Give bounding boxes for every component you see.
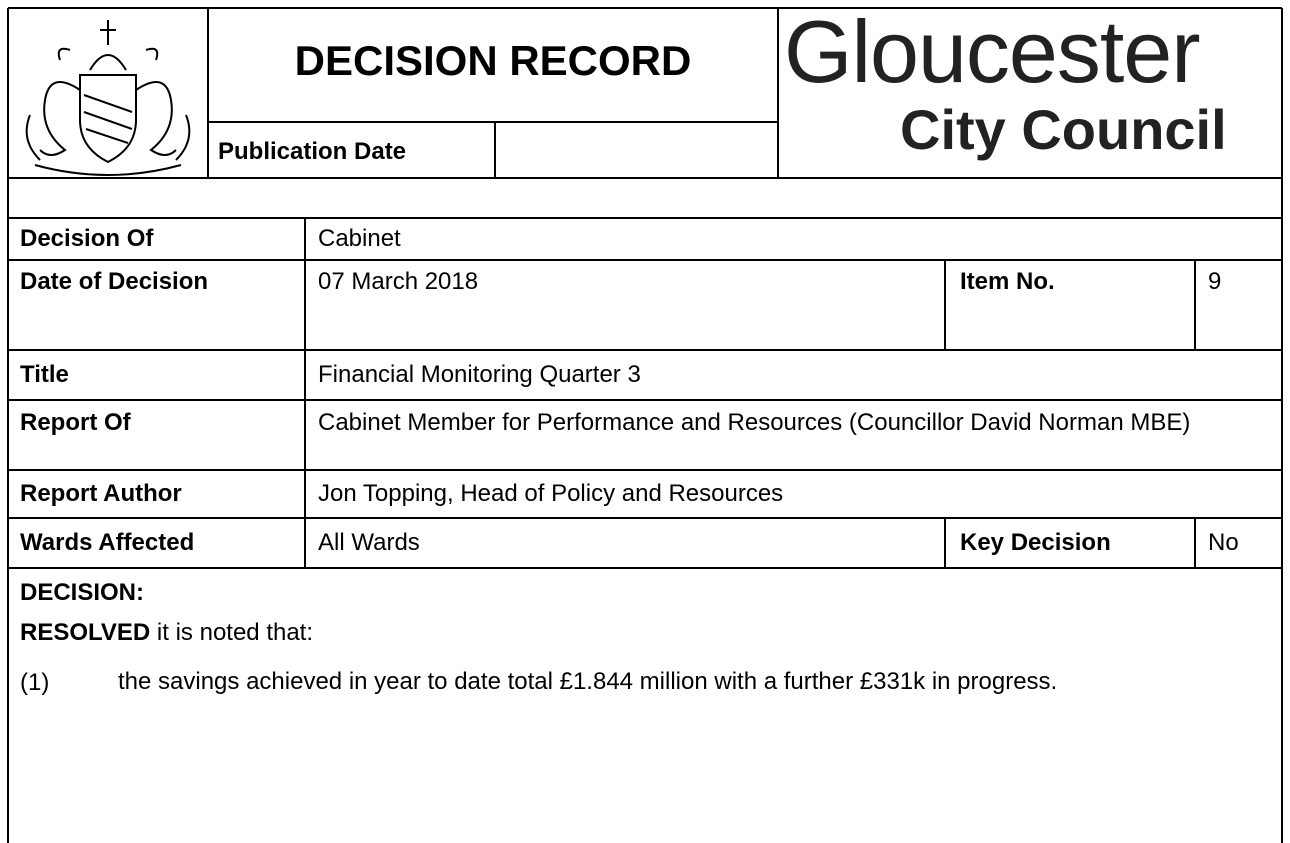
row-value: Cabinet: [318, 225, 401, 252]
row-label: Report Author: [20, 480, 182, 507]
row-label: Report Of: [20, 409, 131, 436]
row-value: Financial Monitoring Quarter 3: [318, 361, 641, 388]
row-value: All Wards: [318, 529, 420, 556]
logo-line1: Gloucester: [784, 2, 1201, 101]
row-extra-value: No: [1208, 529, 1239, 556]
row-value: Jon Topping, Head of Policy and Resource…: [318, 480, 784, 507]
row-value: Cabinet Member for Performance and Resou…: [318, 409, 1191, 436]
row-label: Title: [20, 361, 69, 388]
row-label: Date of Decision: [20, 268, 209, 295]
logo-line2: City Council: [900, 98, 1227, 161]
table-lines: [7, 7, 1283, 843]
resolved-line: RESOLVED it is noted that:: [20, 618, 313, 648]
crest: [25, 20, 191, 176]
decision-heading: DECISION:: [20, 579, 145, 606]
resolved-bold: RESOLVED: [20, 619, 151, 646]
publication-date-label: Publication Date: [218, 138, 407, 165]
row-extra-label: Item No.: [960, 268, 1055, 295]
row-extra-label: Key Decision: [960, 529, 1111, 556]
row-label: Wards Affected: [20, 529, 195, 556]
doc-title: DECISION RECORD: [294, 37, 692, 84]
item-number: (1): [20, 669, 50, 696]
resolved-rest: it is noted that:: [156, 619, 314, 646]
row-value: 07 March 2018: [318, 268, 479, 295]
row-extra-value: 9: [1208, 268, 1222, 295]
row-label: Decision Of: [20, 225, 154, 252]
item-text: the savings achieved in year to date tot…: [118, 668, 1058, 695]
